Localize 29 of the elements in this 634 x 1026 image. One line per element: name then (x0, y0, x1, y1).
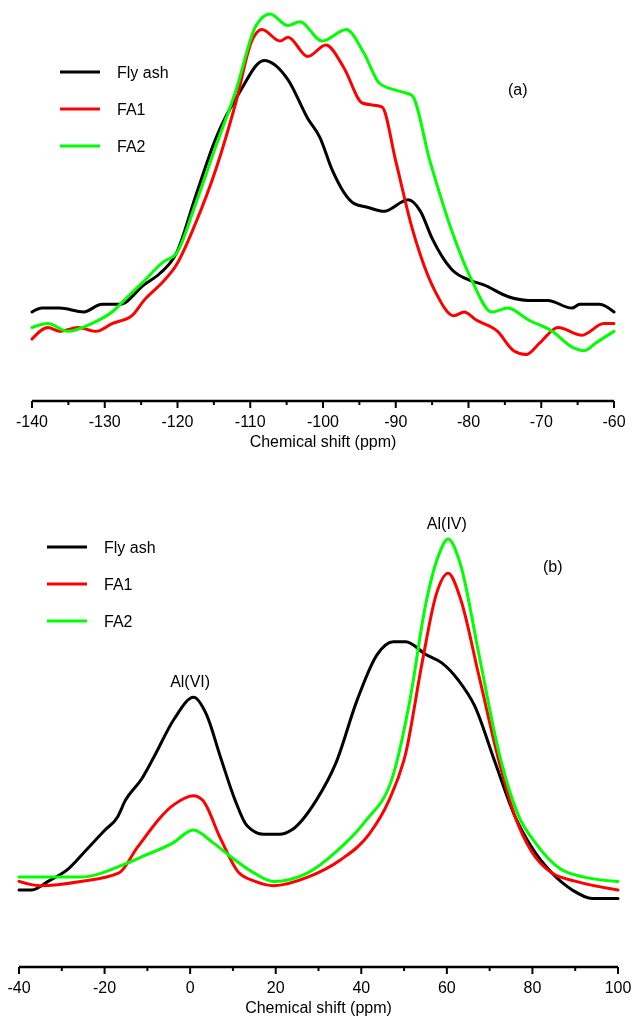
legend-label: FA1 (104, 576, 133, 593)
x-tick-label: -90 (384, 413, 408, 430)
x-tick-label: 0 (185, 979, 195, 996)
x-tick-label: -130 (88, 413, 121, 430)
legend-label: FA2 (104, 613, 133, 630)
x-tick-label: -120 (161, 413, 194, 430)
x-axis-title: Chemical shift (ppm) (249, 433, 397, 450)
legend-label: FA1 (117, 101, 146, 118)
annotation: Al(VI) (170, 673, 211, 691)
annotation: (b) (543, 558, 563, 575)
annotation: Al(IV) (426, 515, 467, 532)
x-tick-label: -20 (93, 979, 117, 996)
legend-label: FA2 (117, 138, 146, 155)
x-tick-label: -80 (456, 413, 481, 430)
x-tick-label: 80 (523, 979, 542, 996)
x-tick-label: -60 (602, 413, 626, 430)
x-tick-label: -100 (306, 413, 340, 430)
x-tick-label: 40 (352, 979, 371, 996)
x-tick-label: -40 (7, 979, 31, 996)
x-axis-title: Chemical shift (ppm) (245, 999, 392, 1016)
legend-label: Fly ash (104, 539, 156, 556)
x-tick-label: 100 (604, 979, 632, 996)
x-tick-label: -70 (529, 413, 553, 430)
x-tick-label: -110 (234, 413, 266, 430)
x-tick-label: 60 (437, 979, 456, 996)
x-tick-label: 20 (266, 979, 285, 996)
annotation: (a) (508, 81, 528, 98)
legend-label: Fly ash (117, 64, 169, 81)
x-tick-label: -140 (15, 413, 49, 430)
